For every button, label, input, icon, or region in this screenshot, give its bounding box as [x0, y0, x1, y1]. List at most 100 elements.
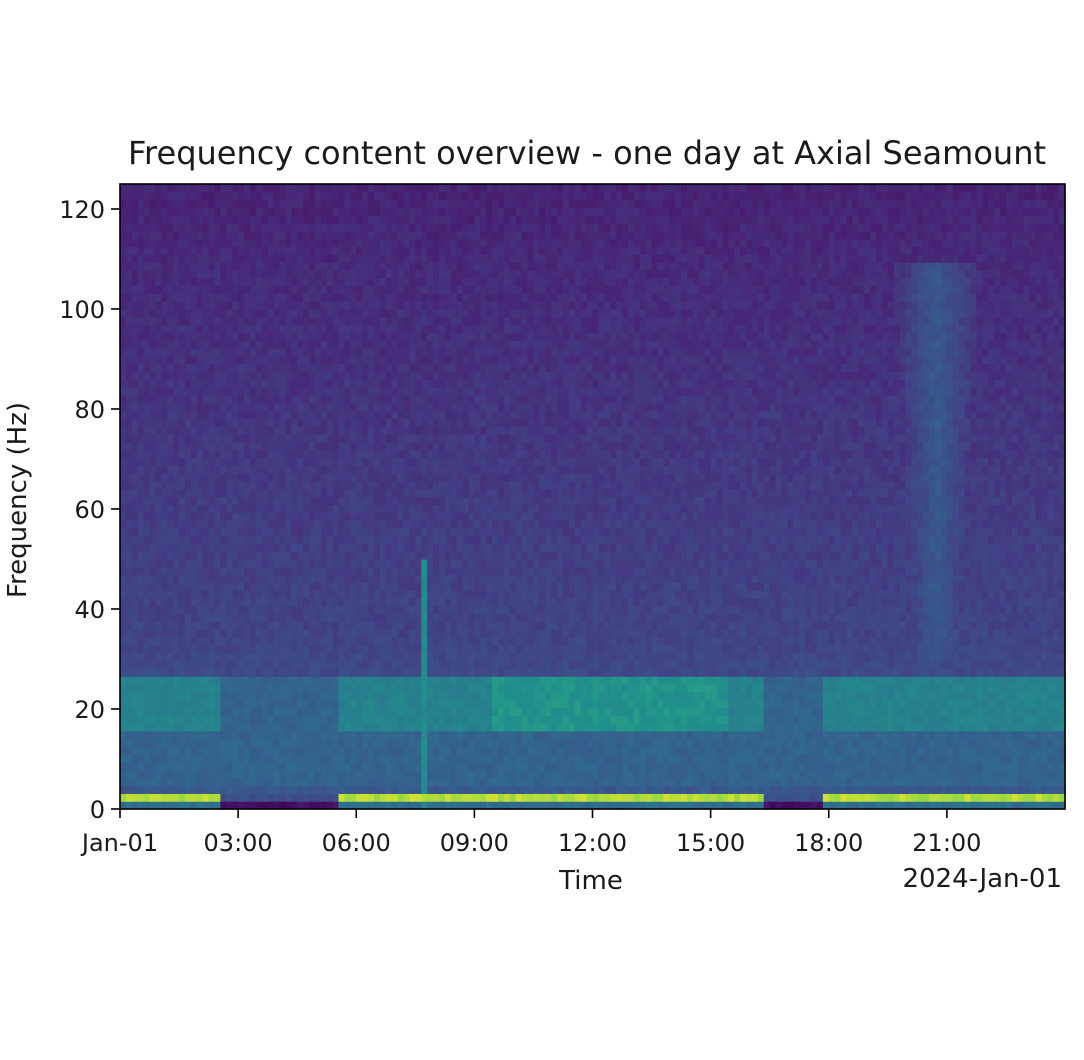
- heatmap-cell: [326, 574, 334, 584]
- heatmap-cell: [143, 262, 151, 271]
- heatmap-cell: [238, 762, 245, 771]
- heatmap-cell: [480, 465, 487, 474]
- heatmap-cell: [332, 660, 340, 669]
- heatmap-cell: [379, 785, 387, 794]
- heatmap-cell: [385, 699, 393, 709]
- heatmap-cell: [214, 621, 222, 630]
- heatmap-cell: [344, 309, 351, 318]
- heatmap-cell: [385, 434, 393, 443]
- heatmap-cell: [474, 574, 481, 584]
- heatmap-cell: [125, 691, 133, 701]
- heatmap-cell: [373, 426, 381, 435]
- heatmap-cell: [273, 801, 281, 810]
- heatmap-cell: [427, 598, 434, 607]
- heatmap-cell: [421, 277, 428, 287]
- heatmap-cell: [208, 738, 216, 748]
- heatmap-cell: [208, 324, 216, 334]
- heatmap-cell: [285, 793, 292, 802]
- heatmap-cell: [184, 301, 192, 310]
- heatmap-cell: [409, 355, 416, 365]
- heatmap-cell: [137, 457, 145, 466]
- heatmap-cell: [468, 668, 475, 677]
- heatmap-cell: [338, 754, 346, 763]
- heatmap-cell: [350, 754, 357, 763]
- heatmap-cell: [244, 535, 251, 544]
- heatmap-cell: [125, 246, 133, 255]
- heatmap-cell: [450, 512, 458, 521]
- heatmap-cell: [202, 738, 210, 748]
- heatmap-cell: [320, 754, 328, 763]
- heatmap-cell: [450, 707, 458, 716]
- heatmap-cell: [179, 426, 186, 435]
- heatmap-cell: [450, 691, 458, 701]
- heatmap-cell: [462, 207, 470, 216]
- heatmap-cell: [303, 191, 310, 201]
- heatmap-cell: [444, 559, 452, 568]
- heatmap-cell: [202, 590, 210, 599]
- heatmap-cell: [403, 316, 411, 326]
- heatmap-cell: [244, 574, 251, 584]
- heatmap-cell: [285, 363, 292, 373]
- heatmap-cell: [373, 332, 381, 341]
- heatmap-cell: [415, 629, 422, 638]
- heatmap-cell: [362, 801, 369, 810]
- heatmap-cell: [179, 551, 186, 560]
- heatmap-cell: [309, 184, 316, 193]
- heatmap-cell: [462, 340, 470, 349]
- heatmap-cell: [190, 230, 198, 240]
- heatmap-cell: [350, 332, 357, 341]
- heatmap-cell: [350, 613, 357, 623]
- heatmap-cell: [326, 535, 334, 544]
- heatmap-cell: [379, 629, 387, 638]
- heatmap-cell: [226, 473, 233, 482]
- heatmap-cell: [249, 613, 257, 623]
- heatmap-cell: [131, 566, 139, 576]
- heatmap-cell: [362, 762, 369, 771]
- heatmap-cell: [332, 723, 340, 732]
- heatmap-cell: [433, 785, 440, 794]
- heatmap-cell: [326, 465, 334, 474]
- heatmap-cell: [379, 394, 387, 404]
- heatmap-cell: [226, 707, 233, 716]
- heatmap-cell: [403, 394, 411, 404]
- heatmap-cell: [373, 488, 381, 498]
- heatmap-cell: [444, 746, 452, 755]
- heatmap-cell: [350, 434, 357, 443]
- heatmap-cell: [462, 637, 470, 646]
- heatmap-cell: [244, 340, 251, 349]
- heatmap-cell: [338, 590, 346, 599]
- heatmap-cell: [297, 340, 304, 349]
- heatmap-cell: [131, 332, 139, 341]
- heatmap-cell: [368, 254, 375, 263]
- heatmap-cell: [196, 699, 204, 709]
- heatmap-cell: [362, 441, 369, 451]
- heatmap-cell: [131, 223, 139, 232]
- heatmap-cell: [149, 598, 157, 607]
- heatmap-cell: [155, 574, 162, 584]
- heatmap-cell: [344, 543, 351, 552]
- heatmap-cell: [297, 769, 304, 779]
- heatmap-cell: [350, 340, 357, 349]
- heatmap-cell: [179, 441, 186, 451]
- heatmap-cell: [161, 434, 168, 443]
- heatmap-cell: [462, 566, 470, 576]
- heatmap-cell: [279, 582, 286, 591]
- heatmap-cell: [415, 535, 422, 544]
- heatmap-cell: [450, 457, 458, 466]
- heatmap-cell: [291, 566, 298, 576]
- heatmap-cell: [379, 371, 387, 380]
- heatmap-cell: [368, 754, 375, 763]
- heatmap-cell: [155, 582, 162, 591]
- heatmap-cell: [226, 355, 233, 365]
- heatmap-cell: [255, 301, 263, 310]
- heatmap-cell: [373, 598, 381, 607]
- heatmap-cell: [456, 332, 464, 341]
- heatmap-cell: [285, 309, 292, 318]
- heatmap-cell: [120, 793, 127, 802]
- heatmap-cell: [226, 184, 233, 193]
- heatmap-cell: [161, 738, 168, 748]
- heatmap-cell: [285, 434, 292, 443]
- heatmap-cell: [196, 379, 204, 388]
- heatmap-cell: [421, 207, 428, 216]
- heatmap-cell: [480, 613, 487, 623]
